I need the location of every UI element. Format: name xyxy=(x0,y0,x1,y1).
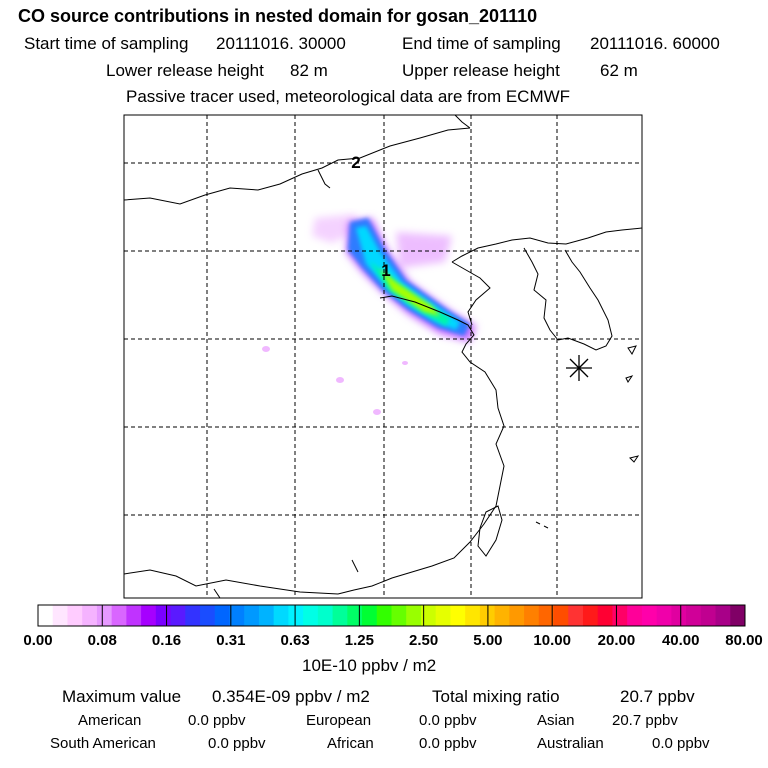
map-frame xyxy=(123,114,643,599)
lower-release-value: 82 m xyxy=(290,61,328,80)
colorbar-units: 10E-10 ppbv / m2 xyxy=(302,656,437,675)
lower-release-label: Lower release height xyxy=(106,61,264,80)
region-name-asian: Asian xyxy=(537,712,575,729)
start-time-label: Start time of sampling xyxy=(24,34,189,53)
region-name-american: American xyxy=(78,712,142,729)
region-value-australian: 0.0 ppbv xyxy=(652,735,710,752)
colorbar-tick-label: 10.00 xyxy=(533,632,571,649)
region-name-south-american: South American xyxy=(50,735,156,752)
trajectory-marker-2: 2 xyxy=(351,153,360,172)
region-name-african: African xyxy=(327,735,374,752)
region-value-asian: 20.7 ppbv xyxy=(612,712,678,729)
trajectory-marker-1: 1 xyxy=(381,261,390,280)
asterisk-receptor-icon xyxy=(566,355,592,381)
colorbar-tick-label: 40.00 xyxy=(661,632,700,649)
colorbar-tick-label: 2.50 xyxy=(409,632,439,649)
upper-release-label: Upper release height xyxy=(402,61,560,80)
end-time-label: End time of sampling xyxy=(402,34,561,53)
max-value-label: Maximum value xyxy=(62,687,182,706)
region-value-african: 0.0 ppbv xyxy=(419,735,477,752)
coastlines xyxy=(124,115,642,598)
max-value: 0.354E-09 ppbv / m2 xyxy=(212,687,370,706)
colorbar-tick-label: 0.16 xyxy=(151,632,182,649)
total-mixing-value: 20.7 ppbv xyxy=(620,687,695,706)
colorbar-tick-label: 0.63 xyxy=(280,632,310,649)
colorbar-tick-label: 0.31 xyxy=(216,632,246,649)
total-mixing-label: Total mixing ratio xyxy=(432,687,560,706)
upper-release-value: 62 m xyxy=(600,61,638,80)
tracer-note: Passive tracer used, meteorological data… xyxy=(126,87,571,106)
colorbar-tick-label: 5.00 xyxy=(473,632,503,649)
region-value-european: 0.0 ppbv xyxy=(419,712,477,729)
region-name-european: European xyxy=(306,712,372,729)
region-value-south-american: 0.0 ppbv xyxy=(208,735,266,752)
end-time-value: 20111016. 60000 xyxy=(590,34,720,53)
colorbar-tick-label: 0.00 xyxy=(23,632,53,649)
page-title: CO source contributions in nested domain… xyxy=(18,6,538,26)
region-value-american: 0.0 ppbv xyxy=(188,712,246,729)
lat-lon-grid xyxy=(124,115,642,598)
map-frame-bg xyxy=(124,115,642,598)
colorbar-tick-label: 80.00 xyxy=(725,632,763,649)
colorbar-tick-label: 1.25 xyxy=(344,632,374,649)
start-time-value: 20111016. 30000 xyxy=(216,34,346,53)
concentration-plume xyxy=(262,214,476,415)
colorbar-tick-label: 20.00 xyxy=(597,632,636,649)
region-name-australian: Australian xyxy=(537,735,604,752)
colorbar-tick-label: 0.08 xyxy=(87,632,117,649)
